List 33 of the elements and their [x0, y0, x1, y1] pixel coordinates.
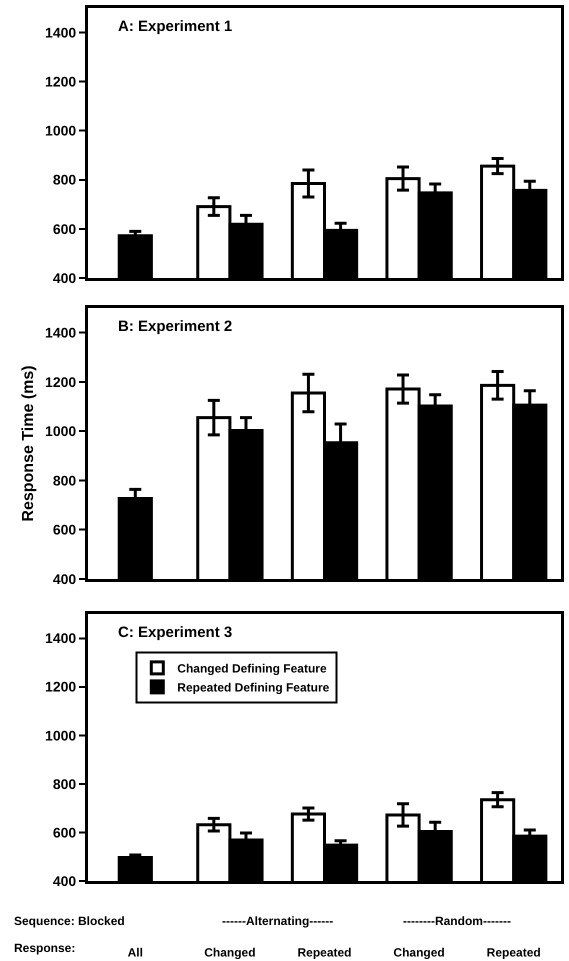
y-tick-label: 800	[52, 776, 76, 792]
y-tick-label: 400	[52, 872, 76, 889]
y-tick-label: 1400	[45, 324, 76, 341]
text: B: Experiment 2	[118, 318, 232, 335]
legend-label: Changed Defining Feature	[177, 662, 327, 676]
x-tick-label: Changed	[393, 945, 445, 960]
y-tick-label: 400	[52, 270, 76, 286]
y-tick-label: 1400	[45, 630, 76, 646]
y-axis-title: Response Time (ms)	[20, 365, 37, 522]
y-tick-label: 600	[52, 824, 76, 840]
x-tick-label: Repeated	[486, 945, 541, 960]
text: A: Experiment 1	[118, 18, 232, 35]
y-tick-label: 800	[52, 172, 76, 188]
y-tick-label: 600	[52, 220, 76, 237]
y-tick-label: 1400	[45, 24, 76, 40]
text: C: Experiment 3	[118, 624, 232, 641]
text: --------Random-------	[403, 914, 511, 928]
x-tick-label: Changed	[204, 945, 256, 960]
x-tick-label: All	[128, 945, 143, 960]
legend-label: Repeated Defining Feature	[177, 680, 330, 695]
y-tick-label: 400	[52, 570, 76, 587]
y-tick-label: 1000	[45, 423, 76, 440]
y-tick-label: 600	[52, 522, 76, 538]
y-tick-label: 1200	[45, 74, 76, 90]
y-tick-label: 1200	[45, 374, 76, 390]
y-tick-label: 1000	[45, 122, 76, 139]
text: ------Alternating------	[222, 914, 334, 928]
text: Response:	[14, 941, 76, 955]
y-tick-label: 800	[52, 472, 76, 488]
y-tick-label: 1200	[45, 678, 76, 695]
y-tick-label: 1000	[45, 727, 76, 744]
text: Sequence: Blocked	[14, 914, 125, 928]
x-tick-label: Repeated	[297, 945, 352, 960]
